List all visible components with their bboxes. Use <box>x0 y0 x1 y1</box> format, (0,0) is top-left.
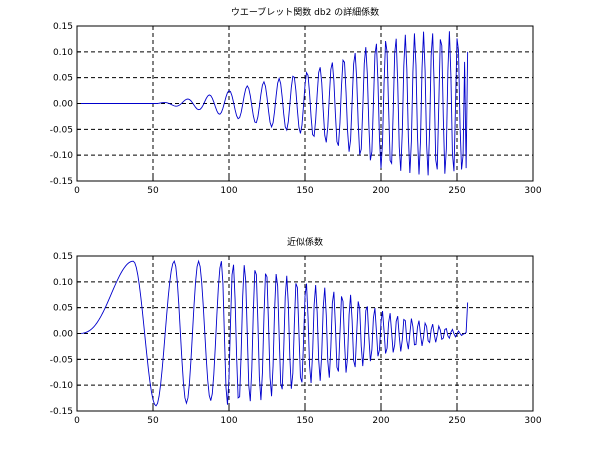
y-tick-label: 0.15 <box>53 22 73 32</box>
detail-coefficients-chart: ウエーブレット関数 db2 の詳細係数 0 50 100 150 200 250 300 0… <box>50 6 542 196</box>
y-tick-label: 0.05 <box>53 304 73 314</box>
x-tick-label: 50 <box>147 416 159 426</box>
y-tick-label: 0.00 <box>53 100 73 110</box>
x-tick-label: 100 <box>220 186 237 196</box>
y-tick-label: -0.05 <box>50 125 73 135</box>
x-tick-label: 300 <box>524 416 541 426</box>
x-tick-label: 150 <box>296 416 313 426</box>
y-tick-label: -0.15 <box>50 177 73 187</box>
approximation-coefficients-chart: 近似係数 0 50 100 150 200 250 300 0.15 0.10 0.05 0.00… <box>50 236 542 426</box>
y-tick-label: 0.05 <box>53 74 73 84</box>
x-tick-label: 300 <box>524 186 541 196</box>
y-tick-label: 0.10 <box>53 48 73 58</box>
y-axis: 0.15 0.10 0.05 0.00 -0.05 -0.10 -0.15 <box>50 252 81 417</box>
x-axis: 0 50 100 150 200 250 300 <box>74 177 542 196</box>
chart-title: 近似係数 <box>287 236 323 248</box>
y-tick-label: 0.00 <box>53 330 73 340</box>
y-axis: 0.15 0.10 0.05 0.00 -0.05 -0.10 -0.15 <box>50 22 81 187</box>
x-tick-label: 250 <box>448 416 465 426</box>
y-tick-label: -0.15 <box>50 407 73 417</box>
x-tick-label: 0 <box>74 416 80 426</box>
series <box>76 259 469 407</box>
y-tick-label: 0.15 <box>53 252 73 262</box>
series-line <box>76 259 469 407</box>
x-tick-label: 200 <box>372 416 389 426</box>
x-axis: 0 50 100 150 200 250 300 <box>74 407 542 426</box>
x-tick-label: 150 <box>296 186 313 196</box>
x-tick-label: 250 <box>448 186 465 196</box>
y-tick-label: -0.10 <box>50 151 74 161</box>
x-tick-label: 200 <box>372 186 389 196</box>
chart-title: ウエーブレット関数 db2 の詳細係数 <box>231 6 379 18</box>
x-tick-label: 0 <box>74 186 80 196</box>
y-tick-label: -0.05 <box>50 355 73 365</box>
y-tick-label: -0.10 <box>50 381 74 391</box>
x-tick-label: 100 <box>220 416 237 426</box>
x-tick-label: 50 <box>147 186 159 196</box>
series <box>77 31 469 176</box>
series-line <box>77 31 469 176</box>
y-tick-label: 0.10 <box>53 278 73 288</box>
